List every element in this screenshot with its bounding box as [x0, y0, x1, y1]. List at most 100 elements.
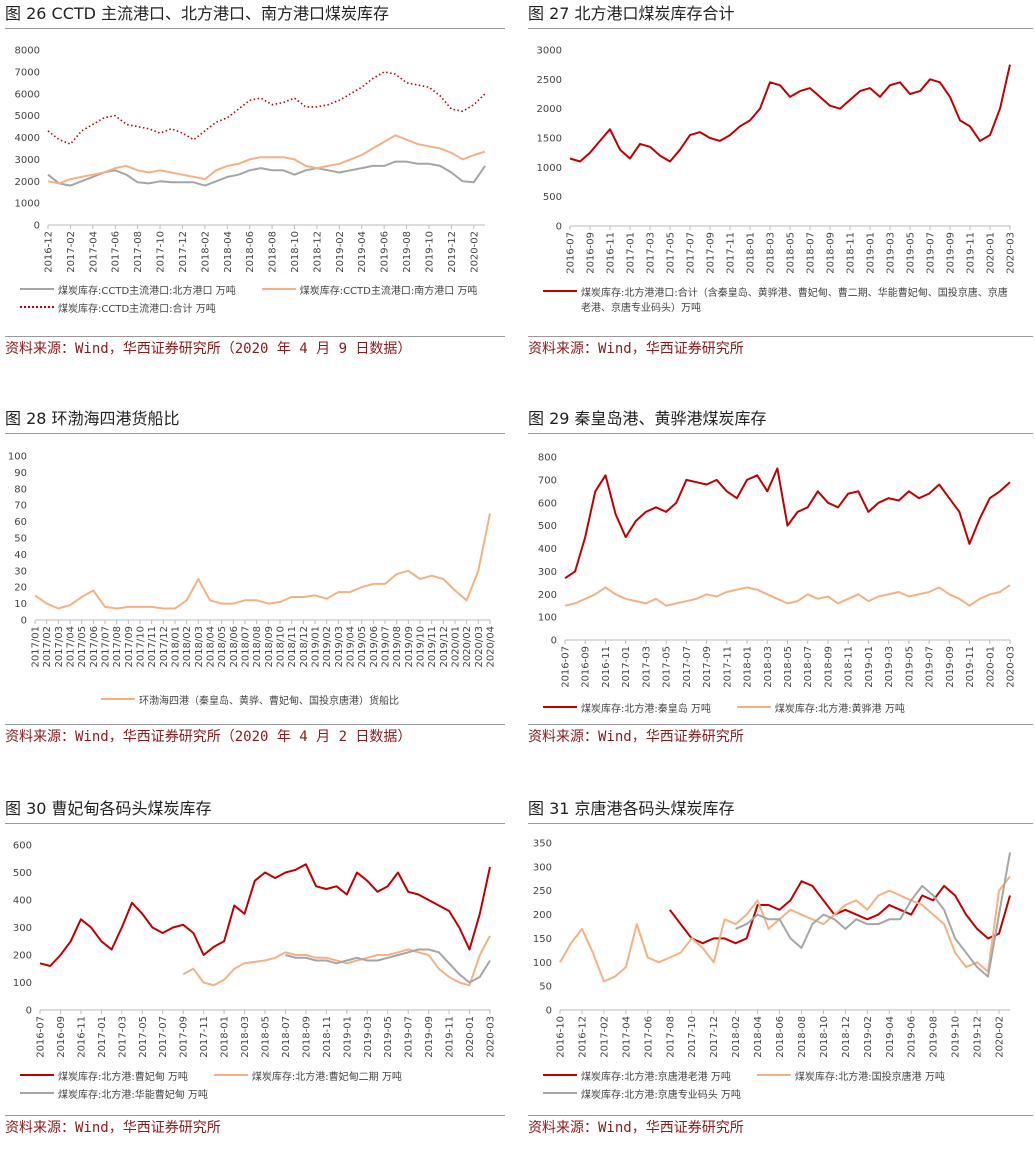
x-tick-label: 2018-02 [731, 1016, 742, 1058]
x-tick-label: 2017-05 [666, 232, 677, 274]
legend-label: 煤炭库存:北方港:京唐专业码头 万吨 [581, 1090, 741, 1101]
source-note: 资料来源：Wind，华西证券研究所 [528, 724, 1033, 749]
y-tick-label: 50 [14, 534, 27, 545]
x-tick-label: 2017/03 [54, 626, 65, 668]
x-tick-label: 2017-07 [686, 232, 697, 274]
y-tick-label: 60 [14, 517, 27, 528]
x-tick-label: 2018-11 [322, 1016, 333, 1058]
x-tick-label: 2017-07 [682, 646, 693, 688]
series-line [47, 71, 486, 145]
x-tick-label: 2019-09 [945, 646, 956, 688]
legend-label: 煤炭库存:CCTD主流港口:北方港口 万吨 [58, 286, 236, 297]
y-tick-label: 300 [538, 567, 557, 578]
x-tick-label: 2019-11 [965, 646, 976, 688]
y-tick-label: 30 [14, 566, 27, 577]
x-tick-label: 2018-05 [261, 1016, 272, 1058]
y-tick-label: 200 [533, 910, 552, 921]
x-tick-label: 2019-01 [864, 646, 875, 688]
legend-item: 煤炭库存:北方港:曹妃甸 万吨 [20, 1068, 188, 1083]
y-tick-label: 2000 [537, 104, 562, 115]
x-tick-label: 2019-06 [907, 1016, 918, 1058]
x-tick-label: 2016-09 [56, 1016, 67, 1058]
x-tick-label: 2020-02 [469, 231, 480, 273]
y-tick-label: 100 [533, 958, 552, 969]
x-tick-label: 2016-07 [561, 646, 572, 688]
x-tick-label: 2019-01 [342, 1016, 353, 1058]
legend-item: 煤炭库存:北方港:黄骅港 万吨 [736, 700, 905, 715]
x-tick-label: 2018/07 [241, 626, 252, 668]
series-line [569, 64, 1011, 163]
y-tick-label: 1000 [537, 163, 562, 174]
y-tick-label: 2000 [15, 177, 40, 188]
legend-item: 煤炭库存:CCTD主流港口:南方港口 万吨 [261, 282, 477, 297]
x-tick-label: 2019-07 [925, 646, 936, 688]
y-tick-label: 250 [533, 886, 552, 897]
x-tick-label: 2020-03 [1006, 646, 1017, 688]
x-tick-label: 2018-07 [803, 646, 814, 688]
legend-label: 煤炭库存:北方港:秦皇岛 万吨 [581, 704, 711, 715]
legend-label: 煤炭库存:北方港:曹妃甸 万吨 [58, 1072, 188, 1083]
y-tick-label: 800 [538, 453, 557, 464]
x-tick-label: 2017/06 [89, 626, 100, 668]
legend: 煤炭库存:CCTD主流港口:北方港口 万吨 煤炭库存:CCTD主流港口:南方港口 … [20, 282, 480, 315]
series-line [285, 948, 491, 984]
legend-item: 煤炭库存:北方港:京唐港老港 万吨 [543, 1068, 731, 1083]
x-tick-label: 2017-02 [599, 1016, 610, 1058]
y-tick-label: 3000 [537, 46, 562, 57]
series-line [669, 880, 1011, 945]
x-tick-label: 2018-01 [746, 232, 757, 274]
x-tick-label: 2019-07 [926, 232, 937, 274]
y-tick-label: 600 [13, 841, 32, 852]
x-tick-label: 2020-03 [486, 1016, 497, 1058]
x-tick-label: 2017-09 [702, 646, 713, 688]
x-tick-label: 2018-07 [281, 1016, 292, 1058]
y-tick-label: 10 [14, 599, 27, 610]
y-tick-label: 50 [539, 982, 552, 993]
x-tick-label: 2020/02 [462, 626, 473, 668]
legend: 煤炭库存:北方港:京唐港老港 万吨 煤炭库存:北方港:国投京唐港 万吨 煤炭库存:北… [543, 1068, 1008, 1101]
legend: 煤炭库存:北方港港口:合计（含秦皇岛、黄骅港、曹妃甸、曹二期、华能曹妃甸、国投京… [543, 284, 1008, 314]
y-tick-label: 150 [533, 934, 552, 945]
x-tick-label: 2020-01 [985, 646, 996, 688]
x-tick-label: 2018-09 [301, 1016, 312, 1058]
y-tick-label: 6000 [15, 89, 40, 100]
x-tick-label: 2019-09 [946, 232, 957, 274]
x-tick-label: 2016-09 [581, 646, 592, 688]
x-tick-label: 2018-05 [783, 646, 794, 688]
series-line [564, 467, 1011, 580]
x-tick-label: 2019-02 [863, 1016, 874, 1058]
x-tick-label: 2016-12 [577, 1016, 588, 1058]
x-tick-label: 2017-10 [156, 231, 167, 273]
x-tick-label: 2018-01 [743, 646, 754, 688]
x-tick-label: 2017-04 [88, 231, 99, 273]
x-tick-label: 2019-12 [447, 231, 458, 273]
y-tick-label: 1500 [537, 134, 562, 145]
y-tick-label: 200 [538, 590, 557, 601]
y-tick-label: 400 [13, 896, 32, 907]
x-tick-label: 2017-06 [643, 1016, 654, 1058]
legend-swatch [20, 288, 54, 290]
x-tick-label: 2017-06 [111, 231, 122, 273]
x-tick-label: 2017/11 [147, 626, 158, 668]
x-tick-label: 2018-03 [766, 232, 777, 274]
x-tick-label: 2020/03 [474, 626, 485, 668]
chart-caption: 图 29 秦皇岛港、黄骅港煤炭库存 [528, 405, 1033, 434]
series-line [182, 935, 491, 987]
series-line [47, 160, 486, 187]
legend-label: 煤炭库存:北方港:京唐港老港 万吨 [581, 1072, 731, 1083]
x-tick-label: 2016-11 [76, 1016, 87, 1058]
x-tick-label: 2018-07 [806, 232, 817, 274]
y-tick-label: 20 [14, 583, 27, 594]
x-tick-label: 2017-05 [138, 1016, 149, 1058]
x-tick-label: 2017-11 [722, 646, 733, 688]
y-tick-label: 400 [538, 544, 557, 555]
y-tick-label: 350 [533, 839, 552, 850]
x-tick-label: 2018/10 [276, 626, 287, 668]
x-tick-label: 2018-06 [245, 231, 256, 273]
x-tick-label: 2017-11 [726, 232, 737, 274]
y-tick-label: 40 [14, 550, 27, 561]
x-tick-label: 2018-12 [841, 1016, 852, 1058]
legend-item: 煤炭库存:北方港:曹妃甸二期 万吨 [213, 1068, 402, 1083]
y-tick-label: 100 [538, 613, 557, 624]
